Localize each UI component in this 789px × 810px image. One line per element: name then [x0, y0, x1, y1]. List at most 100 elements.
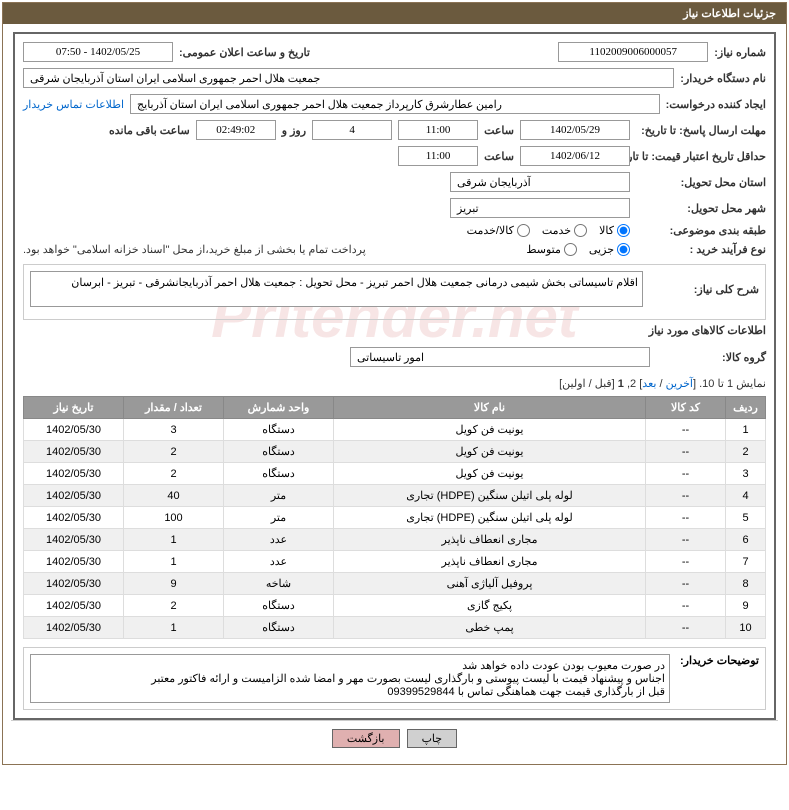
table-cell: دستگاه: [224, 595, 334, 617]
days-and-label: روز و: [282, 124, 306, 137]
table-cell: 1402/05/30: [24, 595, 124, 617]
buyer-org-value: جمعیت هلال احمر جمهوری اسلامی ایران استا…: [23, 68, 674, 88]
buyer-notes-text: در صورت معیوب بودن عودت داده خواهد شداجن…: [30, 654, 670, 703]
city-label: شهر محل تحویل:: [636, 202, 766, 215]
time-label-1: ساعت: [484, 124, 514, 137]
table-header: تعداد / مقدار: [124, 397, 224, 419]
table-cell: 40: [124, 485, 224, 507]
table-cell: متر: [224, 507, 334, 529]
table-cell: 1402/05/30: [24, 529, 124, 551]
pager-next[interactable]: بعد: [642, 378, 656, 390]
need-desc-section: شرح کلی نیاز: اقلام تاسیساتی بخش شیمی در…: [23, 264, 766, 320]
price-validity-date: 1402/06/12: [520, 146, 630, 166]
table-header: نام کالا: [334, 397, 646, 419]
announce-date-label: تاریخ و ساعت اعلان عمومی:: [179, 46, 310, 59]
panel-title: جزئیات اطلاعات نیاز: [3, 3, 786, 24]
radio-motevasset[interactable]: متوسط: [526, 243, 577, 256]
table-cell: --: [646, 507, 726, 529]
time-remaining-label: ساعت باقی مانده: [109, 124, 190, 137]
table-cell: 3: [726, 463, 766, 485]
table-row: 8--پروفیل آلیاژی آهنیشاخه91402/05/30: [24, 573, 766, 595]
buyer-notes-label: توضیحات خریدار:: [670, 654, 759, 703]
table-row: 7--مجاری انعطاف ناپذیرعدد11402/05/30: [24, 551, 766, 573]
table-cell: 9: [124, 573, 224, 595]
print-button[interactable]: چاپ: [407, 729, 458, 748]
table-cell: --: [646, 463, 726, 485]
table-cell: لوله پلی اتیلن سنگین (HDPE) تجاری: [334, 507, 646, 529]
pager: نمایش 1 تا 10. [آخرین / بعد] 2, 1 [قبل /…: [23, 373, 766, 394]
radio-jozi[interactable]: جزیی: [589, 243, 630, 256]
goods-group-label: گروه کالا:: [656, 351, 766, 364]
table-header: تاریخ نیاز: [24, 397, 124, 419]
table-cell: دستگاه: [224, 463, 334, 485]
table-cell: 3: [124, 419, 224, 441]
table-cell: عدد: [224, 529, 334, 551]
table-cell: یونیت فن کویل: [334, 463, 646, 485]
table-cell: متر: [224, 485, 334, 507]
table-cell: 8: [726, 573, 766, 595]
price-validity-label: حداقل تاریخ اعتبار قیمت: تا تاریخ:: [636, 150, 766, 163]
goods-table: ردیفکد کالانام کالاواحد شمارشتعداد / مقد…: [23, 396, 766, 639]
table-cell: --: [646, 441, 726, 463]
table-row: 2--یونیت فن کویلدستگاه21402/05/30: [24, 441, 766, 463]
table-cell: یونیت فن کویل: [334, 441, 646, 463]
payment-note: پرداخت تمام یا بخشی از مبلغ خرید،از محل …: [23, 243, 366, 256]
pager-last[interactable]: آخرین: [666, 378, 693, 390]
table-cell: 2: [124, 595, 224, 617]
contact-link[interactable]: اطلاعات تماس خریدار: [23, 98, 124, 111]
time-label-2: ساعت: [484, 150, 514, 163]
buyer-notes-section: توضیحات خریدار: در صورت معیوب بودن عودت …: [23, 647, 766, 710]
table-row: 10--پمپ خطیدستگاه11402/05/30: [24, 617, 766, 639]
table-cell: --: [646, 419, 726, 441]
table-cell: دستگاه: [224, 617, 334, 639]
response-date-value: 1402/05/29: [520, 120, 630, 140]
need-desc-label: شرح کلی نیاز:: [649, 283, 759, 296]
table-cell: 1402/05/30: [24, 463, 124, 485]
purchase-type-radio-group: جزیی متوسط: [526, 243, 630, 256]
table-row: 4--لوله پلی اتیلن سنگین (HDPE) تجاریمتر4…: [24, 485, 766, 507]
table-cell: 1: [124, 529, 224, 551]
table-cell: 1: [124, 551, 224, 573]
table-header: واحد شمارش: [224, 397, 334, 419]
table-cell: 2: [726, 441, 766, 463]
table-row: 6--مجاری انعطاف ناپذیرعدد11402/05/30: [24, 529, 766, 551]
table-cell: لوله پلی اتیلن سنگین (HDPE) تجاری: [334, 485, 646, 507]
table-cell: 4: [726, 485, 766, 507]
table-cell: 7: [726, 551, 766, 573]
goods-info-title: اطلاعات کالاهای مورد نیاز: [23, 320, 766, 341]
table-cell: 1402/05/30: [24, 617, 124, 639]
table-cell: 1402/05/30: [24, 485, 124, 507]
table-cell: پروفیل آلیاژی آهنی: [334, 573, 646, 595]
table-cell: 1402/05/30: [24, 419, 124, 441]
days-remaining-value: 4: [312, 120, 392, 140]
panel-body: Pritender.net شماره نیاز: 11020090060000…: [3, 24, 786, 764]
need-number-value: 1102009006000057: [558, 42, 708, 62]
radio-kala[interactable]: کالا: [599, 224, 630, 237]
province-label: استان محل تحویل:: [636, 176, 766, 189]
category-radio-group: کالا خدمت کالا/خدمت: [467, 224, 630, 237]
table-cell: 2: [124, 441, 224, 463]
response-deadline-label: مهلت ارسال پاسخ: تا تاریخ:: [636, 124, 766, 137]
radio-khedmat[interactable]: خدمت: [542, 224, 587, 237]
table-cell: 1402/05/30: [24, 507, 124, 529]
table-cell: --: [646, 595, 726, 617]
table-row: 3--یونیت فن کویلدستگاه21402/05/30: [24, 463, 766, 485]
purchase-type-label: نوع فرآیند خرید :: [636, 243, 766, 256]
table-cell: 1402/05/30: [24, 573, 124, 595]
need-desc-value: اقلام تاسیساتی بخش شیمی درمانی جمعیت هلا…: [30, 271, 643, 307]
table-header: کد کالا: [646, 397, 726, 419]
need-number-label: شماره نیاز:: [714, 46, 766, 59]
radio-kala-khedmat[interactable]: کالا/خدمت: [467, 224, 530, 237]
back-button[interactable]: بازگشت: [332, 729, 400, 748]
response-time-value: 11:00: [398, 120, 478, 140]
table-cell: 10: [726, 617, 766, 639]
table-cell: --: [646, 617, 726, 639]
table-cell: 1: [124, 617, 224, 639]
table-cell: پمپ خطی: [334, 617, 646, 639]
table-cell: 100: [124, 507, 224, 529]
main-panel: جزئیات اطلاعات نیاز Pritender.net شماره …: [2, 2, 787, 765]
table-cell: مجاری انعطاف ناپذیر: [334, 551, 646, 573]
buyer-org-label: نام دستگاه خریدار:: [680, 72, 766, 85]
table-cell: عدد: [224, 551, 334, 573]
table-cell: 1: [726, 419, 766, 441]
